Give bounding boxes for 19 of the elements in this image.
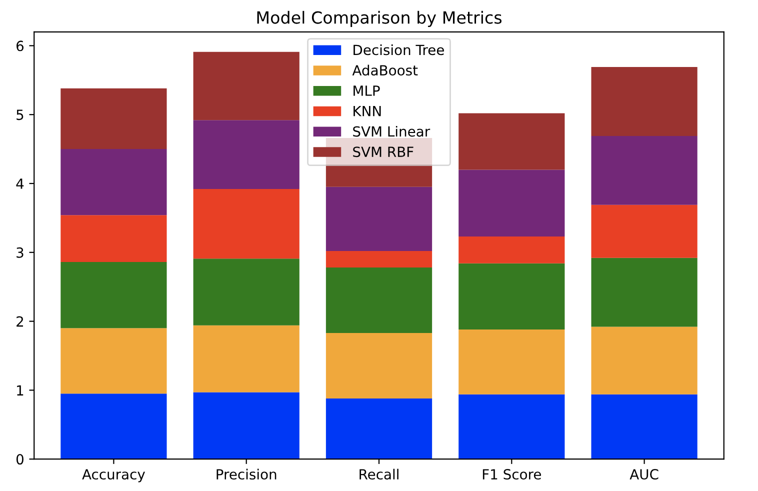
x-tick-label: Precision <box>216 468 276 480</box>
y-tick-label: 3 <box>16 247 24 258</box>
legend-label: Decision Tree <box>354 44 444 56</box>
y-tick-label: 1 <box>17 385 24 396</box>
y-tick-label: 4 <box>16 178 24 189</box>
y-tick-label: 2 <box>16 316 23 327</box>
legend-label: SVM Linear <box>353 126 430 137</box>
x-tick-label: Recall <box>360 468 398 480</box>
y-tick-label: 6 <box>16 40 24 52</box>
legend-label: MLP <box>354 86 380 96</box>
legend-label: AdaBoost <box>352 64 418 76</box>
y-tick-label: 0 <box>16 454 24 465</box>
legend-label: SVM RBF <box>353 146 414 158</box>
chart-title: Model Comparison by Metrics <box>257 10 502 28</box>
legend-label: KNN <box>354 106 381 116</box>
x-tick-label: Accuracy <box>82 469 145 482</box>
x-tick-label: AUC <box>630 469 658 480</box>
x-tick-label: F1 Score <box>482 469 541 480</box>
y-tick-label: 5 <box>16 110 24 120</box>
